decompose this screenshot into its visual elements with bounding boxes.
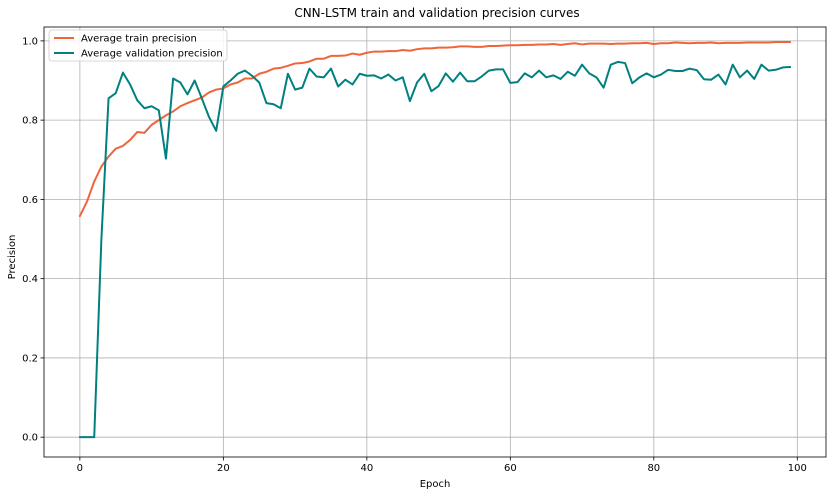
legend: Average train precision Average validatio… — [48, 29, 228, 62]
y-tick-label: 0.8 — [22, 116, 38, 127]
y-tick-label: 0.4 — [22, 274, 38, 285]
y-tick-label: 0.2 — [22, 353, 38, 364]
x-tick-label: 100 — [788, 463, 807, 474]
x-tick-label: 60 — [504, 463, 517, 474]
chart-title: CNN-LSTM train and validation precision … — [294, 6, 579, 20]
legend-label: Average validation precision — [81, 49, 223, 60]
legend-box — [48, 29, 228, 62]
legend-label: Average train precision — [81, 34, 197, 45]
series-layer — [78, 41, 792, 439]
x-tick-label: 20 — [217, 463, 230, 474]
grid — [44, 27, 826, 457]
x-axis-label: Epoch — [420, 479, 451, 490]
y-tick-label: 0.0 — [22, 433, 38, 444]
x-tick-label: 80 — [647, 463, 660, 474]
y-axis-label: Precision — [7, 235, 18, 280]
plot-frame — [43, 26, 827, 458]
ticks: 0 20 40 60 80 100 0.0 0.2 0.4 0.6 0.8 1.0 — [22, 36, 807, 474]
x-tick-label: 40 — [360, 463, 373, 474]
x-tick-label: 0 — [77, 463, 83, 474]
y-tick-label: 1.0 — [22, 36, 38, 47]
y-tick-label: 0.6 — [22, 195, 38, 206]
series-line-0 — [78, 41, 792, 218]
series-line-1 — [78, 60, 792, 439]
